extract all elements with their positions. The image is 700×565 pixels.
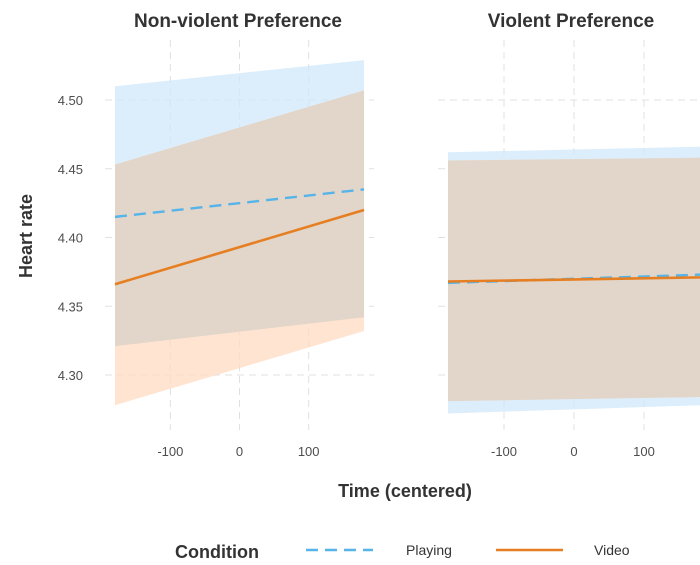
panel-title-violent: Violent Preference — [488, 11, 655, 32]
panel-title-non-violent: Non-violent Preference — [134, 11, 342, 32]
y-tick-label: 4.50 — [58, 93, 83, 108]
x-tick-label: -100 — [491, 444, 517, 459]
series-line-video-panel-1 — [114, 208, 365, 286]
series-line-playing-panel-1 — [114, 188, 365, 219]
y-tick-label: 4.45 — [58, 162, 83, 177]
x-tick-labels: -100 0 100 -100 0 100 — [157, 444, 655, 459]
x-tick-label: 0 — [236, 444, 243, 459]
legend: Condition Playing Video — [175, 542, 630, 562]
y-axis-title: Heart rate — [16, 194, 36, 278]
series-line-layer — [114, 188, 700, 286]
y-tick-label: 4.35 — [58, 299, 83, 314]
legend-label-playing: Playing — [406, 542, 452, 558]
x-tick-label: 100 — [633, 444, 655, 459]
y-tick-labels: 4.30 4.35 4.40 4.45 4.50 — [58, 93, 83, 383]
legend-title: Condition — [175, 542, 259, 562]
x-tick-label: -100 — [157, 444, 183, 459]
confidence-band-overlap-panel-1 — [115, 90, 364, 347]
y-tick-label: 4.40 — [58, 231, 83, 246]
y-tick-label: 4.30 — [58, 368, 83, 383]
confidence-band-layer — [115, 60, 700, 414]
series-line-video-panel-2 — [447, 276, 700, 283]
x-axis-title: Time (centered) — [338, 481, 472, 501]
x-tick-label: 100 — [298, 444, 320, 459]
x-tick-label: 0 — [570, 444, 577, 459]
legend-label-video: Video — [594, 542, 630, 558]
